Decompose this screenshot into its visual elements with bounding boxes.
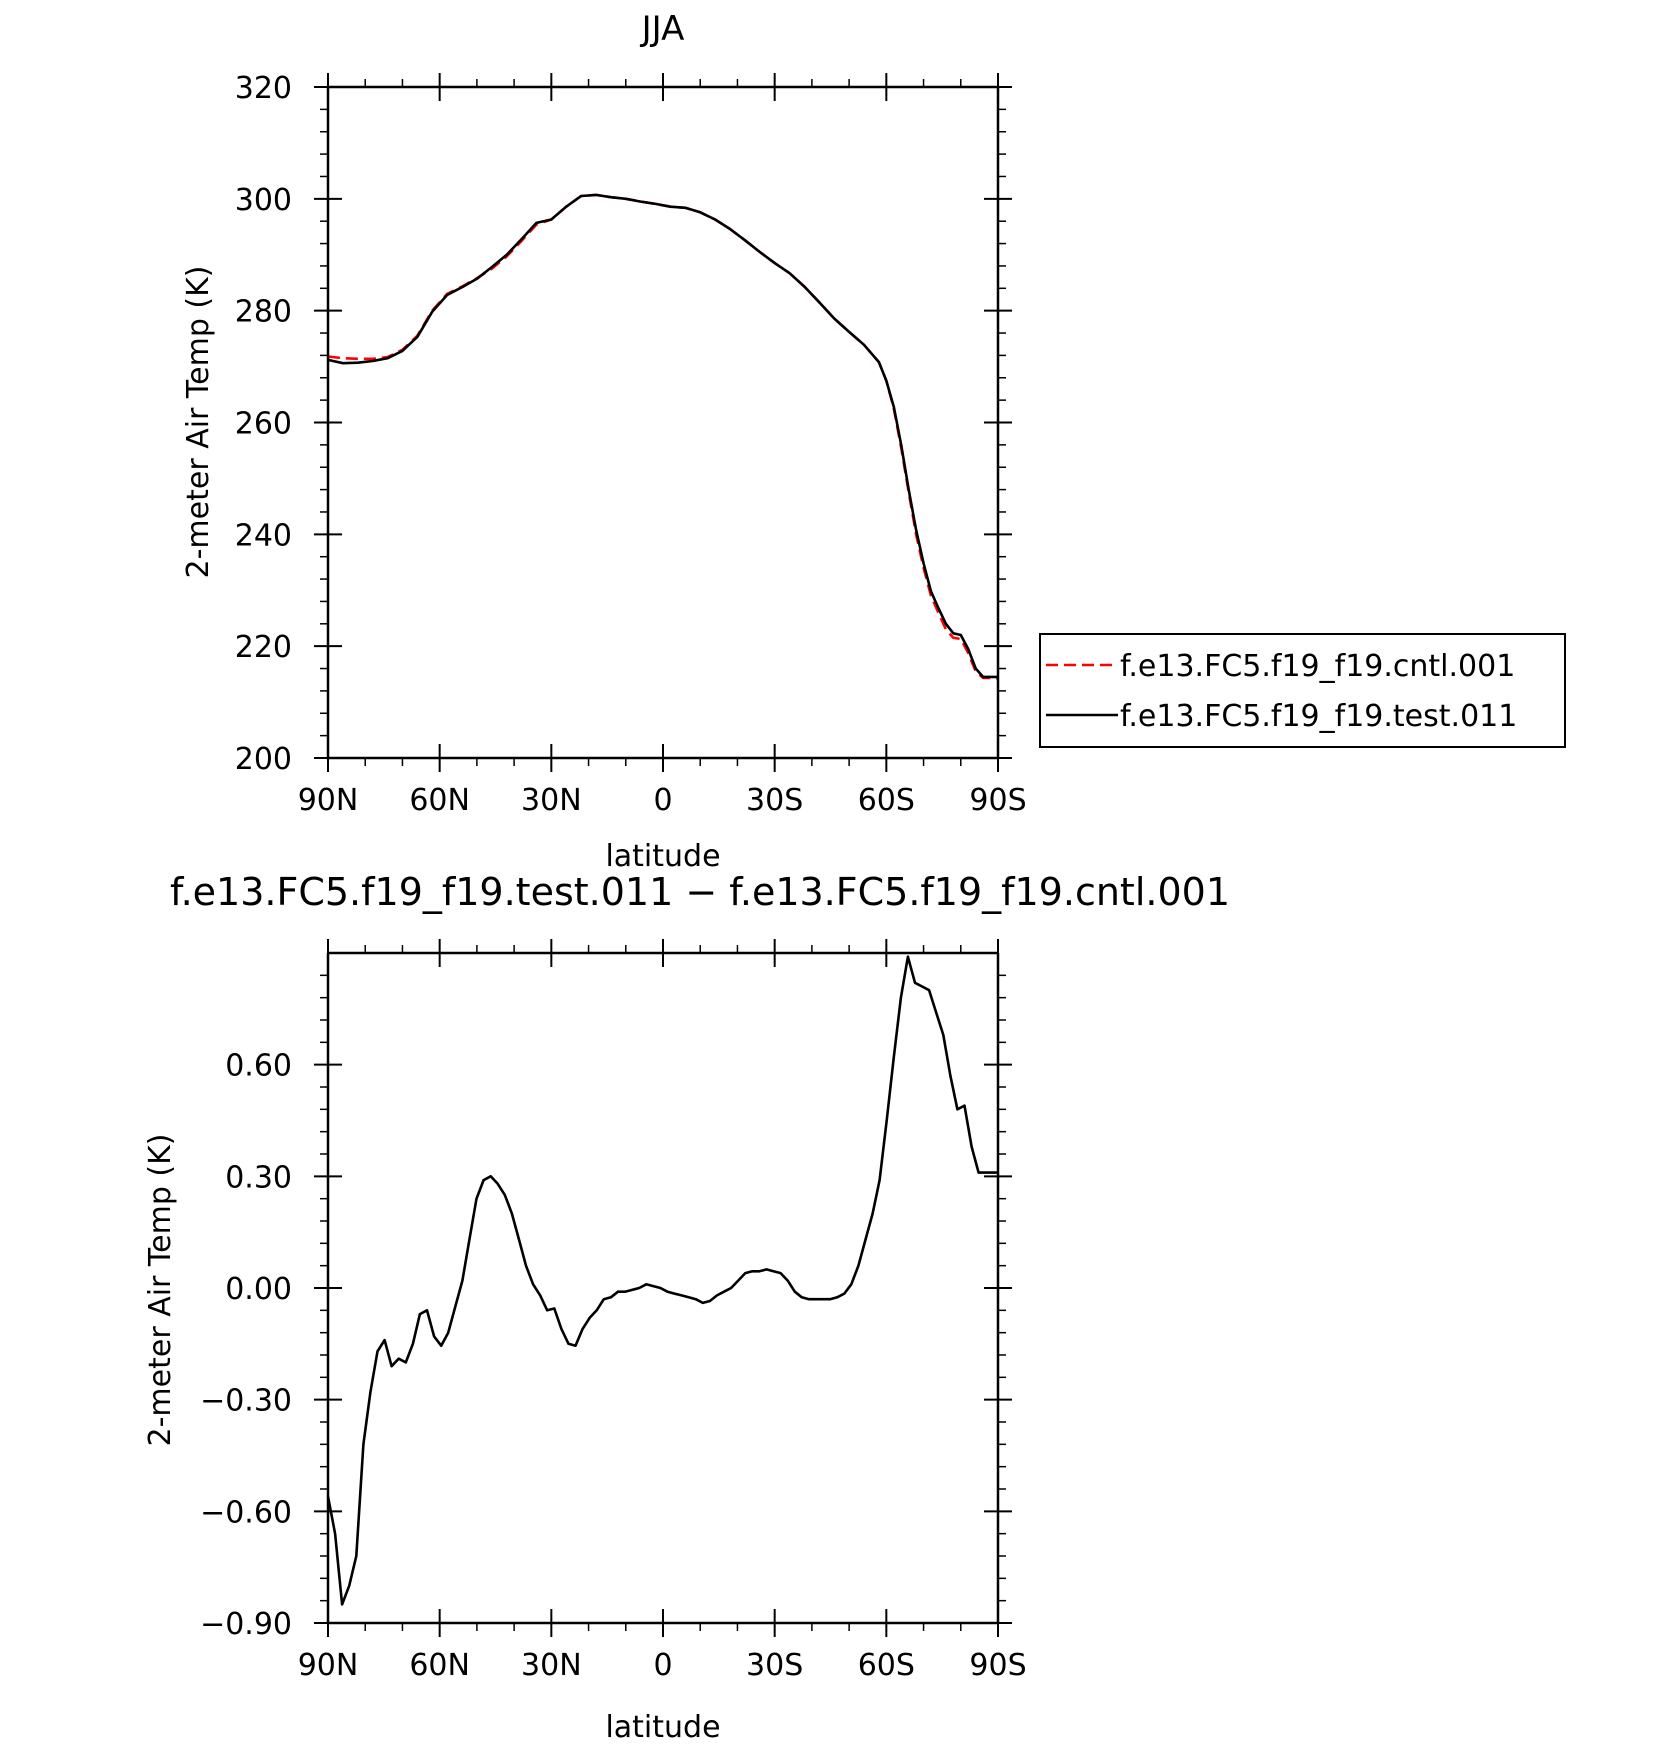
series-line-1-0	[326, 955, 998, 1606]
x-tick-label: 60S	[858, 783, 915, 818]
bottom-y-axis-label: 2-meter Air Temp (K)	[143, 1134, 178, 1447]
bottom-panel-lines	[326, 955, 998, 1606]
y-tick-label: 0.30	[225, 1160, 292, 1195]
legend-label-cntl: f.e13.FC5.f19_f19.cntl.001	[1120, 649, 1515, 684]
series-line-0-1	[327, 193, 998, 679]
y-tick-label: 220	[235, 630, 292, 665]
bottom-panel: 90N 60N 30N 0 30S 60S 90S −0.90 −0.60 −0.30 0.00 0.…	[143, 870, 1230, 1745]
y-tick-label: 300	[235, 183, 292, 218]
x-tick-label: 90S	[969, 1648, 1026, 1683]
x-tick-label: 30N	[521, 783, 582, 818]
y-tick-label: −0.90	[200, 1607, 292, 1642]
top-plot-frame	[326, 85, 1000, 760]
x-tick-label: 0	[653, 1648, 672, 1683]
x-tick-label: 60N	[409, 1648, 470, 1683]
legend-label-test: f.e13.FC5.f19_f19.test.011	[1120, 699, 1517, 734]
legend-box	[1039, 633, 1566, 748]
y-tick-label: 240	[235, 518, 292, 553]
top-panel-ticks: 90N 60N 30N 0 30S 60S 90S 200 220 240 260 280 300 320	[235, 71, 1027, 818]
x-tick-label: 30S	[746, 1648, 803, 1683]
top-chart-title: JJA	[640, 9, 685, 49]
top-panel-lines	[327, 193, 999, 680]
x-tick-label: 0	[653, 783, 672, 818]
x-tick-label: 90S	[969, 783, 1026, 818]
top-x-axis-label: latitude	[605, 839, 720, 874]
x-tick-label: 30S	[746, 783, 803, 818]
x-tick-label: 30N	[521, 1648, 582, 1683]
y-tick-label: −0.60	[200, 1495, 292, 1530]
y-tick-label: 280	[235, 295, 292, 330]
bottom-x-axis-label: latitude	[605, 1710, 720, 1745]
x-tick-label: 60S	[858, 1648, 915, 1683]
y-tick-label: 200	[235, 742, 292, 777]
x-tick-label: 90N	[298, 783, 359, 818]
y-tick-label: −0.30	[200, 1384, 292, 1419]
y-tick-label: 260	[235, 407, 292, 442]
x-tick-label: 90N	[298, 1648, 359, 1683]
y-tick-label: 0.60	[225, 1049, 292, 1084]
y-tick-label: 320	[235, 71, 292, 106]
bottom-chart-title: f.e13.FC5.f19_f19.test.011 − f.e13.FC5.f…	[170, 870, 1230, 914]
y-tick-label: 0.00	[225, 1272, 292, 1307]
x-tick-label: 60N	[409, 783, 470, 818]
top-panel: 90N 60N 30N 0 30S 60S 90S 200 220 240 260 280 300 320…	[181, 9, 1566, 874]
top-y-axis-label: 2-meter Air Temp (K)	[181, 266, 216, 579]
legend: f.e13.FC5.f19_f19.cntl.001 f.e13.FC5.f19…	[1039, 633, 1566, 748]
